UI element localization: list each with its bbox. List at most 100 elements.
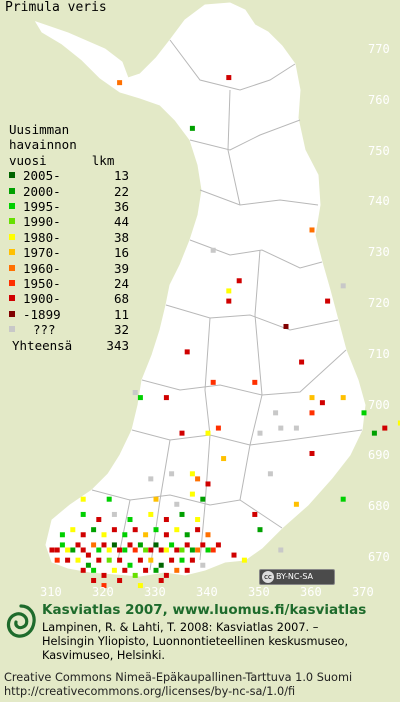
- legend-period-label: 2000-: [23, 183, 61, 199]
- legend-period-label: -1899: [23, 306, 61, 322]
- record-square: [189, 125, 195, 131]
- legend-header-line: havainnon: [9, 137, 77, 153]
- record-square: [309, 227, 315, 233]
- record-square: [91, 577, 97, 583]
- record-square: [200, 542, 206, 548]
- legend-total: Yhteensä 343: [9, 338, 129, 354]
- legend-swatch: [9, 326, 15, 333]
- record-square: [65, 557, 71, 563]
- cc-license-badge[interactable]: cc BY-NC-SA: [259, 569, 335, 585]
- record-square: [179, 511, 185, 517]
- record-square: [91, 542, 97, 548]
- record-square: [226, 298, 232, 304]
- record-square: [382, 425, 388, 431]
- record-square: [75, 542, 81, 548]
- record-square: [293, 501, 299, 507]
- record-square: [80, 547, 86, 553]
- record-square: [215, 425, 221, 431]
- legend-row: 1990- 44: [9, 214, 129, 230]
- record-square: [132, 390, 138, 396]
- record-square: [158, 562, 164, 568]
- y-tick-label: 690: [368, 448, 390, 463]
- x-tick-label: 370: [352, 585, 374, 599]
- license-url[interactable]: http://creativecommons.org/licenses/by-n…: [4, 685, 296, 698]
- y-tick-label: 720: [368, 296, 390, 310]
- finland-landmass: [34, 2, 366, 577]
- record-square: [163, 547, 169, 553]
- record-square: [169, 471, 175, 477]
- legend-period-label: 1980-: [23, 229, 61, 245]
- record-square: [117, 547, 123, 553]
- legend-row: 1980- 38: [9, 229, 129, 245]
- record-square: [148, 511, 154, 517]
- brand-line[interactable]: Kasviatlas 2007, www.luomus.fi/kasviatla…: [42, 602, 367, 618]
- license-line: Creative Commons Nimeä-Epäkaupallinen-Ta…: [4, 671, 353, 684]
- record-square: [371, 430, 377, 436]
- record-square: [101, 542, 107, 548]
- record-square: [132, 527, 138, 533]
- record-square: [278, 547, 284, 553]
- record-square: [137, 557, 143, 563]
- record-square: [174, 547, 180, 553]
- record-square: [163, 517, 169, 523]
- record-square: [221, 456, 227, 462]
- legend-count: 24: [113, 275, 129, 291]
- record-square: [80, 567, 86, 573]
- record-square: [117, 577, 123, 583]
- legend: Uusimman havainnon vuosi lkm 2005- 13 2000…: [9, 122, 129, 354]
- x-tick-label: 320: [92, 585, 114, 599]
- legend-row: 2005- 13: [9, 168, 129, 184]
- legend-rows: 2005- 13 2000- 22 1995- 36 1990- 44 1980- 38 1970-…: [9, 168, 129, 337]
- y-tick-label: 740: [368, 194, 390, 209]
- y-tick-label: 730: [368, 245, 390, 260]
- record-square: [101, 583, 107, 589]
- record-square: [299, 359, 305, 365]
- y-tick-label: 750: [368, 143, 390, 158]
- legend-row: 1950- 24: [9, 276, 129, 291]
- record-square: [132, 547, 138, 553]
- y-tick-label: 680: [368, 499, 390, 514]
- record-square: [174, 501, 180, 507]
- record-square: [179, 547, 185, 553]
- x-tick-label: 350: [248, 585, 270, 599]
- map-canvas: [34, 2, 400, 589]
- record-square: [158, 547, 164, 553]
- record-square: [122, 547, 128, 553]
- record-square: [184, 349, 190, 355]
- x-tick-label: 340: [196, 585, 218, 599]
- record-square: [169, 542, 175, 548]
- legend-swatch: [9, 218, 15, 225]
- record-square: [54, 547, 60, 553]
- record-square: [241, 557, 247, 563]
- record-square: [80, 496, 86, 502]
- record-square: [200, 496, 206, 502]
- x-tick-label: 330: [144, 585, 166, 599]
- legend-count: 36: [113, 199, 129, 214]
- species-title: Primula veris: [5, 0, 107, 15]
- record-square: [80, 532, 86, 538]
- record-square: [189, 471, 195, 477]
- legend-period-label: 1990-: [23, 214, 61, 230]
- record-square: [179, 430, 185, 436]
- record-square: [153, 567, 159, 573]
- record-square: [189, 491, 195, 497]
- citation-line: Helsingin Yliopisto, Luonnontieteellinen…: [42, 635, 349, 648]
- record-square: [111, 542, 117, 548]
- record-square: [215, 542, 221, 548]
- record-square: [309, 410, 315, 416]
- record-square: [80, 511, 86, 517]
- record-square: [101, 572, 107, 578]
- record-square: [111, 527, 117, 533]
- record-square: [184, 542, 190, 548]
- legend-period-label: 2005-: [23, 168, 61, 184]
- legend-count: 44: [113, 214, 129, 230]
- record-square: [210, 379, 216, 385]
- record-square: [195, 476, 201, 482]
- legend-swatch: [9, 187, 15, 194]
- x-tick-label: 310: [40, 585, 62, 599]
- record-square: [153, 496, 159, 502]
- license-text: Creative Commons Nimeä-Epäkaupallinen-Ta…: [4, 671, 352, 699]
- record-square: [127, 517, 133, 523]
- record-square: [96, 547, 102, 553]
